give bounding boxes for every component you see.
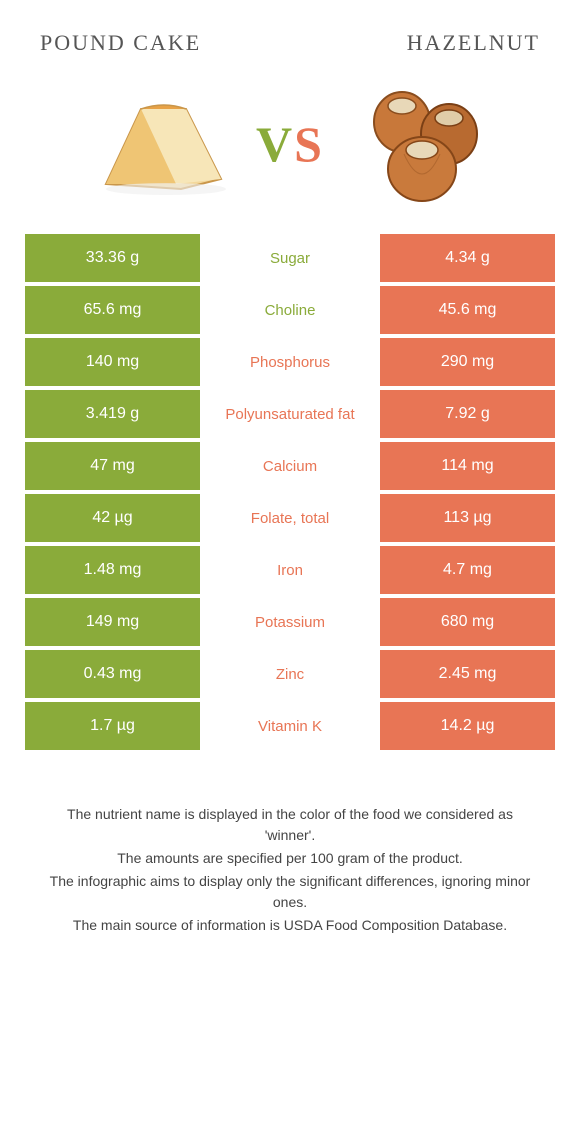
comparison-table: 33.36 gSugar4.34 g65.6 mgCholine45.6 mg1… bbox=[0, 234, 580, 750]
table-row: 0.43 mgZinc2.45 mg bbox=[25, 650, 555, 698]
value-left: 1.48 mg bbox=[25, 546, 200, 594]
vs-row: VS bbox=[0, 66, 580, 234]
value-left: 65.6 mg bbox=[25, 286, 200, 334]
pound-cake-image bbox=[83, 84, 238, 204]
value-left: 149 mg bbox=[25, 598, 200, 646]
value-right: 113 µg bbox=[380, 494, 555, 542]
hazelnut-image bbox=[342, 84, 497, 204]
value-left: 140 mg bbox=[25, 338, 200, 386]
value-left: 47 mg bbox=[25, 442, 200, 490]
vs-s: S bbox=[294, 116, 324, 172]
footer-notes: The nutrient name is displayed in the co… bbox=[0, 754, 580, 958]
table-row: 42 µgFolate, total113 µg bbox=[25, 494, 555, 542]
value-right: 45.6 mg bbox=[380, 286, 555, 334]
nutrient-label: Polyunsaturated fat bbox=[200, 390, 380, 438]
vs-label: VS bbox=[256, 115, 324, 173]
nutrient-label: Zinc bbox=[200, 650, 380, 698]
value-right: 7.92 g bbox=[380, 390, 555, 438]
value-right: 290 mg bbox=[380, 338, 555, 386]
table-row: 1.7 µgVitamin K14.2 µg bbox=[25, 702, 555, 750]
table-row: 140 mgPhosphorus290 mg bbox=[25, 338, 555, 386]
nutrient-label: Vitamin K bbox=[200, 702, 380, 750]
nutrient-label: Choline bbox=[200, 286, 380, 334]
footer-line-4: The main source of information is USDA F… bbox=[40, 915, 540, 936]
vs-v: V bbox=[256, 116, 294, 172]
value-right: 2.45 mg bbox=[380, 650, 555, 698]
table-row: 1.48 mgIron4.7 mg bbox=[25, 546, 555, 594]
nutrient-label: Phosphorus bbox=[200, 338, 380, 386]
footer-line-3: The infographic aims to display only the… bbox=[40, 871, 540, 913]
title-right: HAZELNUT bbox=[407, 30, 540, 56]
table-row: 33.36 gSugar4.34 g bbox=[25, 234, 555, 282]
value-right: 4.34 g bbox=[380, 234, 555, 282]
nutrient-label: Iron bbox=[200, 546, 380, 594]
nutrient-label: Sugar bbox=[200, 234, 380, 282]
header: POUND CAKE HAZELNUT bbox=[0, 0, 580, 66]
table-row: 3.419 gPolyunsaturated fat7.92 g bbox=[25, 390, 555, 438]
value-left: 0.43 mg bbox=[25, 650, 200, 698]
value-right: 4.7 mg bbox=[380, 546, 555, 594]
value-left: 33.36 g bbox=[25, 234, 200, 282]
value-right: 680 mg bbox=[380, 598, 555, 646]
value-right: 14.2 µg bbox=[380, 702, 555, 750]
value-left: 3.419 g bbox=[25, 390, 200, 438]
footer-line-2: The amounts are specified per 100 gram o… bbox=[40, 848, 540, 869]
nutrient-label: Potassium bbox=[200, 598, 380, 646]
nutrient-label: Folate, total bbox=[200, 494, 380, 542]
table-row: 149 mgPotassium680 mg bbox=[25, 598, 555, 646]
value-right: 114 mg bbox=[380, 442, 555, 490]
nutrient-label: Calcium bbox=[200, 442, 380, 490]
table-row: 65.6 mgCholine45.6 mg bbox=[25, 286, 555, 334]
value-left: 42 µg bbox=[25, 494, 200, 542]
title-left: POUND CAKE bbox=[40, 30, 201, 56]
footer-line-1: The nutrient name is displayed in the co… bbox=[40, 804, 540, 846]
value-left: 1.7 µg bbox=[25, 702, 200, 750]
table-row: 47 mgCalcium114 mg bbox=[25, 442, 555, 490]
